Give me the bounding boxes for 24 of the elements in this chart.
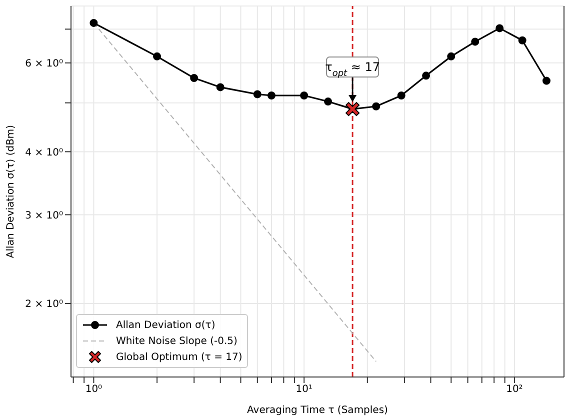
point	[471, 38, 480, 46]
y-tick-label: 4 × 10⁰	[25, 147, 63, 158]
y-tick-label: 3 × 10⁰	[25, 210, 63, 222]
x-tick-label: 10¹	[296, 384, 312, 396]
point	[496, 24, 504, 32]
point	[324, 98, 332, 106]
x-tick-label: 10⁰	[85, 384, 102, 396]
legend-label: Allan Deviation σ(τ)	[116, 320, 216, 330]
y-tick-label: 2 × 10⁰	[25, 299, 63, 310]
point	[372, 102, 380, 110]
point	[397, 92, 406, 100]
point	[542, 76, 550, 85]
y-axis-title: Allan Deviation σ(τ) (dBm)	[6, 124, 17, 258]
point	[300, 92, 308, 100]
legend-label: Global Optimum (τ = 17)	[116, 352, 242, 362]
point	[447, 52, 456, 60]
y-tick-label: 6 × 10⁰	[25, 58, 63, 70]
point	[253, 90, 262, 98]
point	[422, 72, 430, 80]
x-axis-title: Averaging Time τ (Samples)	[247, 405, 388, 416]
annotation: τ$_{opt}$ ≈ 17	[325, 60, 380, 80]
legend-label: White Noise Slope (-0.5)	[116, 336, 238, 346]
point	[518, 36, 526, 44]
x-tick-label: 10²	[506, 384, 523, 396]
